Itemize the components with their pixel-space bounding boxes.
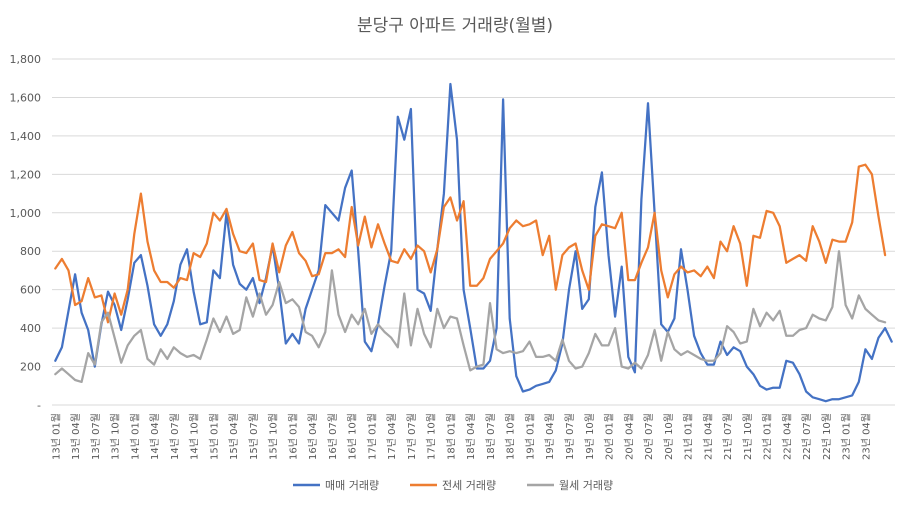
x-tick-label: 21년 07월 [722, 413, 734, 460]
x-tick-label: 22년 04월 [781, 413, 793, 460]
x-tick-label: 13년 07월 [90, 413, 102, 460]
y-tick-label: 800 [20, 245, 41, 258]
x-tick-label: 15년 10월 [268, 413, 280, 460]
x-tick-label: 17년 04월 [386, 413, 398, 460]
x-tick-label: 15년 01월 [208, 413, 220, 460]
series-line-2 [54, 163, 887, 324]
legend: 매매 거래량 전세 거래량 월세 거래량 [293, 479, 613, 492]
x-tick-label: 19년 01월 [524, 413, 536, 460]
x-tick-label: 18년 10월 [505, 413, 517, 460]
x-tick-label: 16년 01월 [287, 413, 299, 460]
x-tick-label: 22년 01월 [762, 413, 774, 460]
x-tick-label: 23년 04월 [860, 413, 872, 460]
x-tick-label: 21년 01월 [683, 413, 695, 460]
y-tick-label: 1,600 [10, 91, 42, 104]
y-tick-label: 1,200 [10, 168, 42, 181]
x-tick-label: 16년 04월 [307, 413, 319, 460]
x-tick-label: 14년 01월 [129, 413, 141, 460]
x-tick-label: 20년 04월 [623, 413, 635, 460]
x-tick-label: 20년 10월 [663, 413, 675, 460]
legend-label-2: 전세 거래량 [442, 479, 496, 492]
x-tick-label: 13년 10월 [110, 413, 122, 460]
x-tick-label: 18년 01월 [445, 413, 457, 460]
series-lines [54, 82, 893, 403]
x-tick-label: 21년 04월 [702, 413, 714, 460]
y-tick-label: 1,800 [10, 53, 42, 66]
x-axis: 13년 01월 13년 04월 13년 07월 13년 10월 14년 01월 14년 0… [50, 413, 872, 460]
x-tick-label: 16년 10월 [347, 413, 359, 460]
y-tick-label: 1,000 [10, 207, 42, 220]
x-tick-label: 22년 10월 [821, 413, 833, 460]
x-tick-label: 20년 01월 [604, 413, 616, 460]
x-tick-label: 18년 07월 [485, 413, 497, 460]
legend-label-3: 월세 거래량 [559, 479, 613, 492]
x-tick-label: 16년 07월 [327, 413, 339, 460]
y-tick-label: 600 [20, 284, 41, 297]
x-tick-label: 14년 07월 [169, 413, 181, 460]
y-tick-label: 200 [20, 361, 41, 374]
x-tick-label: 15년 07월 [248, 413, 260, 460]
y-axis: - 200 400 600 800 1,000 1,200 1,400 1,600 1,800 [10, 53, 42, 412]
x-tick-label: 17년 01월 [366, 413, 378, 460]
x-tick-label: 13년 04월 [70, 413, 82, 460]
y-tick-label: 400 [20, 322, 41, 335]
chart-title: 분당구 아파트 거래량(월별) [357, 16, 553, 36]
x-tick-label: 22년 07월 [801, 413, 813, 460]
legend-label-1: 매매 거래량 [325, 479, 379, 492]
y-tick-label: - [37, 399, 41, 412]
x-tick-label: 19년 10월 [584, 413, 596, 460]
x-tick-label: 13년 01월 [50, 413, 62, 460]
series-line-3 [54, 250, 887, 384]
series-line-1 [54, 82, 893, 403]
x-tick-label: 15년 04월 [228, 413, 240, 460]
x-tick-label: 14년 10월 [189, 413, 201, 460]
x-tick-label: 19년 07월 [564, 413, 576, 460]
x-tick-label: 17년 10월 [426, 413, 438, 460]
x-tick-label: 19년 04월 [544, 413, 556, 460]
x-tick-label: 23년 01월 [841, 413, 853, 460]
x-tick-label: 14년 04월 [149, 413, 161, 460]
x-tick-label: 17년 07월 [406, 413, 418, 460]
x-tick-label: 20년 07월 [643, 413, 655, 460]
x-tick-label: 21년 10월 [742, 413, 754, 460]
y-tick-label: 1,400 [10, 130, 42, 143]
x-tick-label: 18년 04월 [465, 413, 477, 460]
